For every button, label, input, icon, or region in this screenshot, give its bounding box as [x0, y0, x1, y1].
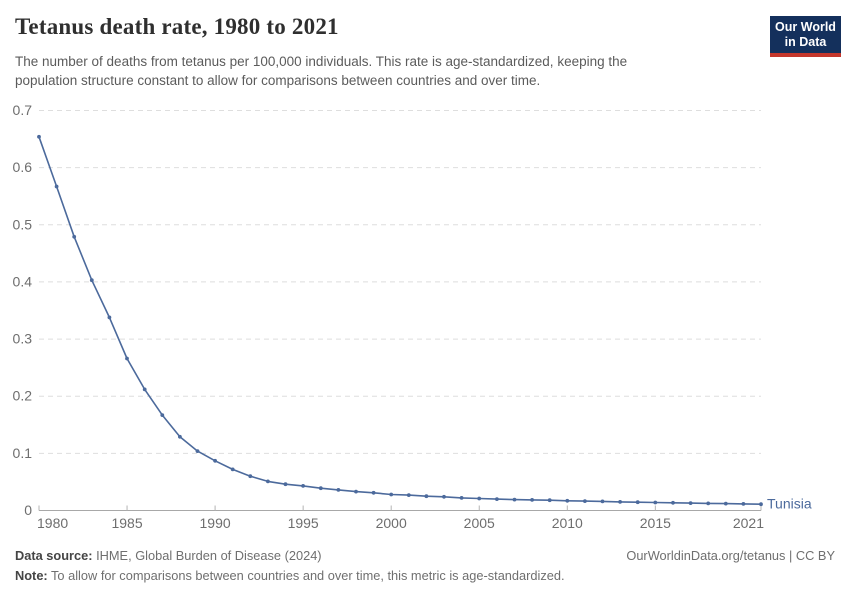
x-tick-label: 1995 — [288, 515, 319, 531]
data-point[interactable] — [406, 493, 411, 497]
data-point[interactable] — [318, 486, 323, 491]
data-point[interactable] — [741, 502, 746, 506]
data-point[interactable] — [37, 134, 41, 139]
data-point[interactable] — [512, 497, 517, 502]
data-point[interactable] — [618, 500, 622, 504]
y-tick-label: 0.7 — [13, 102, 33, 118]
data-point[interactable] — [424, 494, 429, 499]
data-point[interactable] — [107, 315, 112, 320]
data-point[interactable] — [583, 499, 587, 503]
chart-subtitle-line2: population structure constant to allow f… — [15, 73, 541, 89]
data-point[interactable] — [213, 458, 218, 463]
data-point[interactable] — [72, 234, 77, 239]
data-source: Data source: IHME, Global Burden of Dise… — [15, 546, 322, 566]
footer-link[interactable]: OurWorldinData.org/tetanus | CC BY — [626, 548, 835, 563]
footer-note: Note: To allow for comparisons between c… — [15, 566, 835, 586]
data-point[interactable] — [495, 497, 499, 501]
data-point[interactable] — [354, 489, 358, 494]
x-tick-label: 2000 — [376, 515, 407, 531]
y-tick-label: 0.4 — [13, 273, 33, 289]
data-point[interactable] — [371, 490, 376, 495]
chart-subtitle-line1: The number of deaths from tetanus per 10… — [15, 54, 628, 69]
data-point[interactable] — [688, 501, 693, 505]
data-point[interactable] — [195, 449, 200, 453]
data-point[interactable] — [142, 387, 147, 392]
data-point[interactable] — [125, 356, 129, 361]
x-tick-label: 2015 — [640, 515, 671, 531]
data-point[interactable] — [653, 500, 658, 505]
x-tick-label: 1980 — [37, 515, 68, 531]
data-point[interactable] — [248, 474, 253, 479]
data-source-label: Data source: — [15, 548, 93, 563]
data-point[interactable] — [759, 502, 763, 507]
y-tick-label: 0 — [24, 502, 32, 518]
y-tick-label: 0.6 — [13, 159, 33, 175]
data-point[interactable] — [671, 500, 675, 505]
data-point[interactable] — [230, 467, 235, 472]
footer-note-value: To allow for comparisons between countri… — [51, 567, 565, 583]
y-tick-label: 0.2 — [13, 388, 33, 404]
data-point[interactable] — [160, 413, 165, 417]
chart-title: Tetanus death rate, 1980 to 2021 — [15, 14, 339, 39]
data-point[interactable] — [600, 499, 605, 504]
data-point[interactable] — [178, 434, 182, 439]
y-tick-label: 0.3 — [13, 331, 33, 347]
data-line[interactable] — [38, 136, 762, 505]
data-point[interactable] — [459, 496, 464, 500]
data-point[interactable] — [442, 494, 446, 499]
owid-logo-line2: in Data — [784, 34, 827, 49]
x-tick-label: 1990 — [200, 515, 231, 531]
data-point[interactable] — [266, 479, 270, 484]
data-point[interactable] — [389, 492, 394, 497]
x-tick-label: 2010 — [552, 515, 583, 531]
data-point[interactable] — [301, 484, 305, 488]
series-label-tunisia[interactable]: Tunisia — [767, 496, 812, 512]
data-point[interactable] — [89, 278, 94, 283]
owid-logo-line1: Our World — [775, 20, 836, 34]
data-point[interactable] — [530, 498, 534, 502]
footer-note-label: Note: — [15, 567, 48, 583]
y-tick-label: 0.5 — [13, 216, 33, 232]
data-point[interactable] — [635, 500, 640, 505]
data-point[interactable] — [54, 184, 59, 189]
data-point[interactable] — [547, 498, 552, 503]
data-point[interactable] — [336, 488, 341, 492]
chart-subtitle: The number of deaths from tetanus per 10… — [15, 52, 715, 90]
x-tick-label: 2021 — [733, 515, 764, 531]
data-point[interactable] — [723, 501, 728, 506]
x-tick-label: 2005 — [464, 515, 495, 531]
data-point[interactable] — [477, 496, 482, 501]
data-source-value: IHME, Global Burden of Disease (2024) — [96, 548, 322, 563]
data-point[interactable] — [706, 501, 711, 506]
plot-area[interactable] — [39, 111, 761, 511]
x-tick-label: 1985 — [111, 515, 142, 531]
data-point[interactable] — [565, 498, 570, 503]
chart-footer: Data source: IHME, Global Burden of Dise… — [15, 546, 835, 586]
data-point[interactable] — [283, 482, 288, 487]
y-tick-label: 0.1 — [13, 445, 33, 461]
owid-logo[interactable]: Our World in Data — [770, 16, 841, 57]
